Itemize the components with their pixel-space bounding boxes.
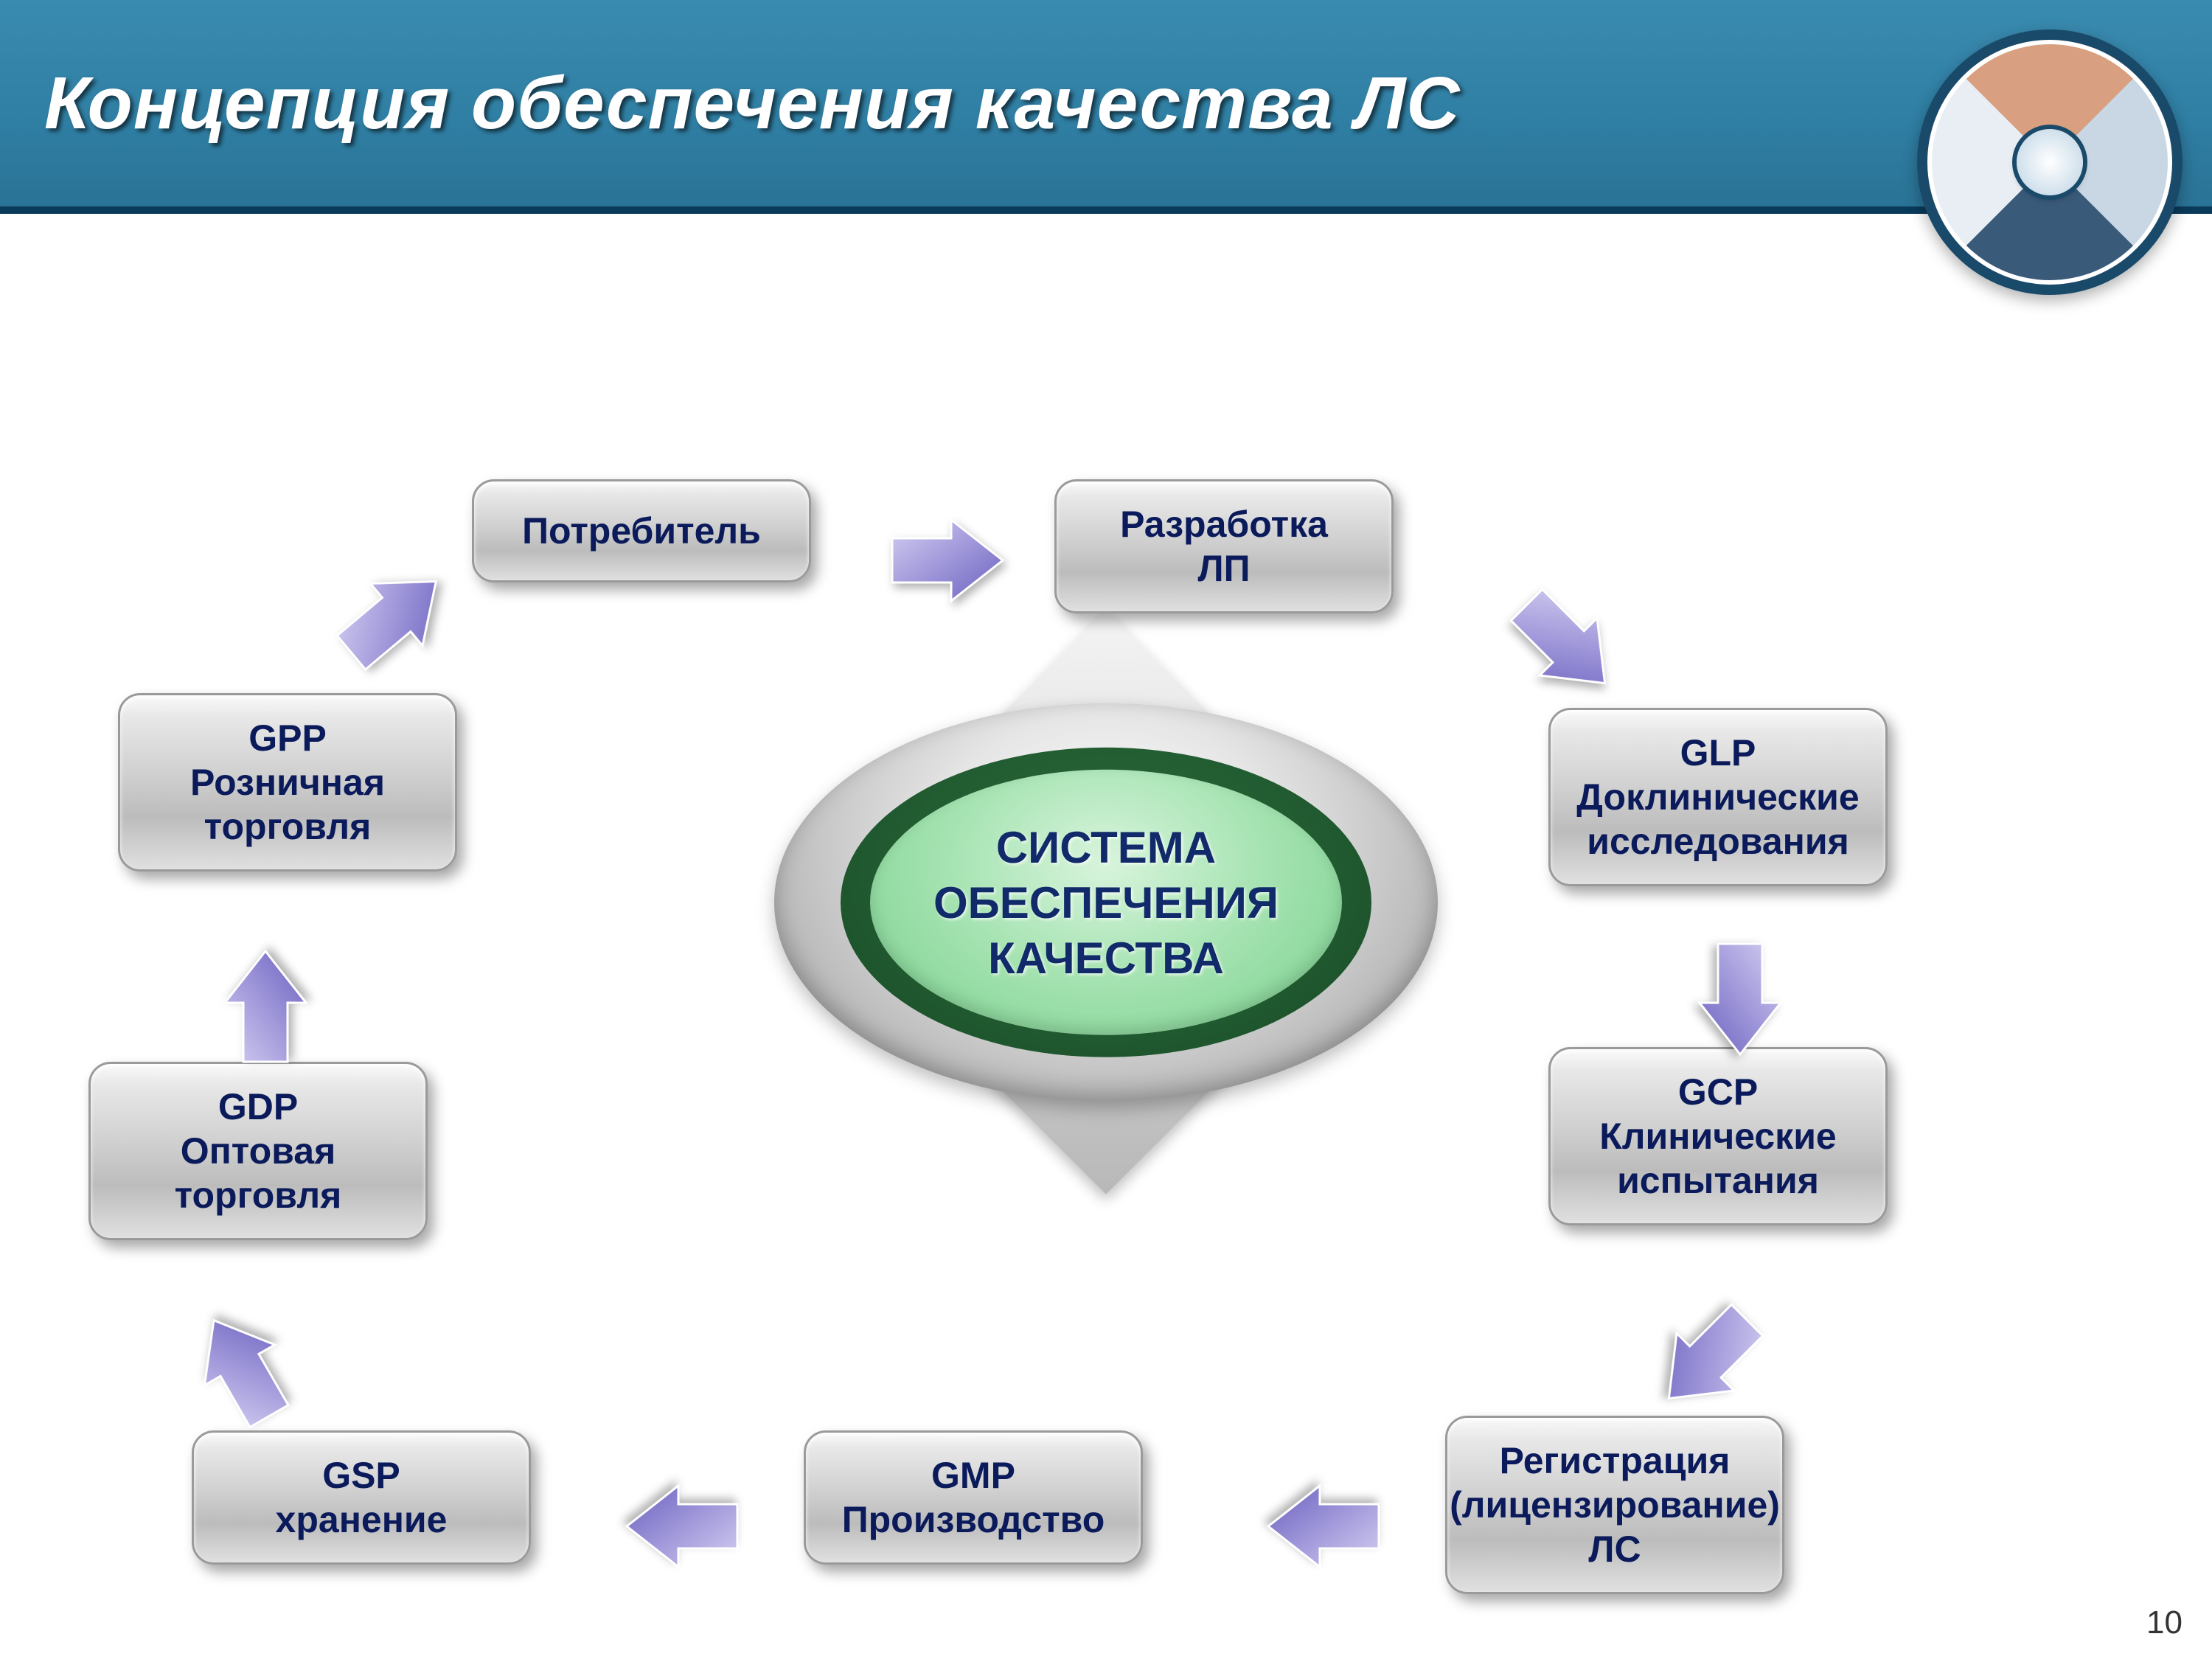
arrow-gsp-to-gdp <box>170 1298 317 1445</box>
node-label: GPP Розничная торговля <box>190 716 385 849</box>
node-label: Регистрация (лицензирование) ЛС <box>1450 1439 1780 1571</box>
node-label: GLP Доклинические исследования <box>1576 731 1859 863</box>
node-label: GDP Оптовая торговля <box>175 1085 342 1217</box>
node-registration: Регистрация (лицензирование) ЛС <box>1445 1416 1784 1594</box>
node-gcp: GCP Клинические испытания <box>1548 1047 1888 1225</box>
arrow-glp-to-gcp <box>1666 922 1814 1069</box>
oval-inner: СИСТЕМА ОБЕСПЕЧЕНИЯ КАЧЕСТВА <box>870 770 1342 1035</box>
arrow-gcp-to-registration <box>1637 1283 1784 1430</box>
cycle-diagram: СИСТЕМА ОБЕСПЕЧЕНИЯ КАЧЕСТВА Потребитель… <box>0 221 2212 1659</box>
arrow-development-to-glp <box>1489 568 1637 715</box>
node-label: GCP Клинические испытания <box>1599 1070 1837 1203</box>
arrow-gdp-to-gpp <box>192 936 339 1084</box>
arrow-gmp-to-gsp <box>612 1453 759 1600</box>
node-gmp: GMP Производство <box>804 1430 1143 1565</box>
node-consumer: Потребитель <box>472 479 811 582</box>
node-development: Разработка ЛП <box>1054 479 1394 613</box>
node-gdp: GDP Оптовая торговля <box>88 1062 428 1240</box>
center-label: СИСТЕМА ОБЕСПЕЧЕНИЯ КАЧЕСТВА <box>933 819 1279 985</box>
header-bar: Концепция обеспечения качества ЛС <box>0 0 2212 214</box>
node-label: Разработка ЛП <box>1120 502 1328 591</box>
slide: Концепция обеспечения качества ЛС СИСТЕМ… <box>0 0 2212 1659</box>
node-label: GSP хранение <box>276 1453 448 1542</box>
node-glp: GLP Доклинические исследования <box>1548 708 1888 886</box>
node-gsp: GSP хранение <box>192 1430 531 1565</box>
slide-title: Концепция обеспечения качества ЛС <box>44 61 1461 146</box>
arrow-consumer-to-development <box>870 487 1018 634</box>
page-number: 10 <box>2146 1604 2183 1641</box>
node-label: Потребитель <box>522 509 761 553</box>
arrow-gpp-to-consumer <box>317 546 465 693</box>
node-gpp: GPP Розничная торговля <box>118 693 457 872</box>
center-hub: СИСТЕМА ОБЕСПЕЧЕНИЯ КАЧЕСТВА <box>745 667 1467 1138</box>
arrow-registration-to-gmp <box>1253 1453 1401 1600</box>
node-label: GMP Производство <box>842 1453 1105 1542</box>
